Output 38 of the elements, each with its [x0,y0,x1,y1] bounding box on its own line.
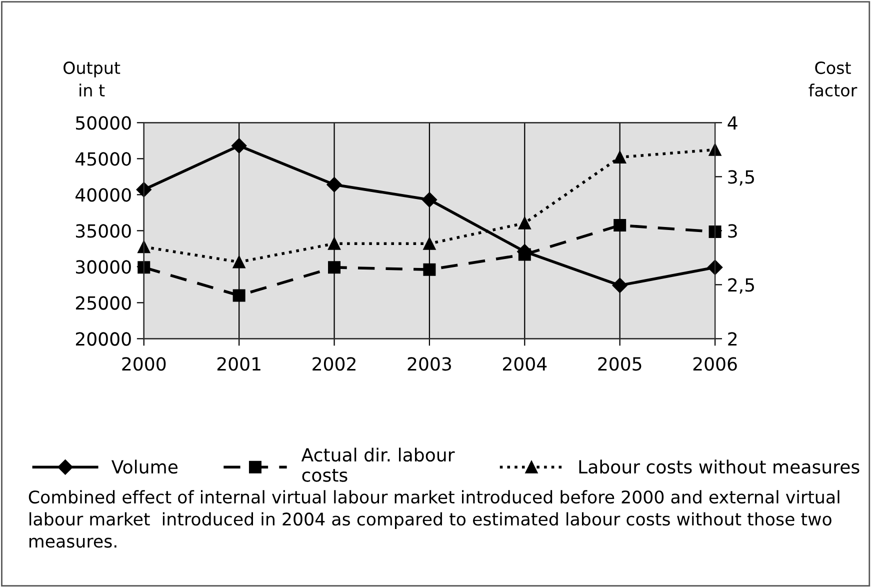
point [708,226,722,238]
point [422,192,438,208]
point [232,256,246,268]
x-tick-label: 2002 [312,357,356,371]
y2-axis-title: Cost factor [808,61,858,97]
text: Combined effect of internal virtual labour market introduced before 2000 and external virtual labour market introduced in 2004 as compared to estimated labour costs without those two measures. [28,490,840,548]
y-tick-label: 50000 [76,116,131,130]
x-tick-label: 2006 [693,357,737,371]
y2-tick-label: 2,5 [728,278,754,294]
x-tick-label: 2000 [122,357,166,371]
point [136,182,152,198]
point [232,138,247,154]
point [423,263,436,276]
x-tick-label: 2004 [503,357,547,371]
legend-label: Labour costs without measures [579,460,860,474]
point [708,143,722,156]
point [232,289,246,302]
y2-tick-label: 4 [728,116,738,130]
x-tick-label: 2005 [598,357,642,371]
y-tick-label: 25000 [76,296,131,310]
y-tick-label: 45000 [76,152,131,166]
y2-tick-label: 3,5 [728,170,754,186]
y-tick-label: 20000 [76,332,131,346]
point [423,237,436,250]
y2-tick-label: 3 [728,224,737,238]
x-tick-label: 2001 [217,357,260,371]
y2-tick-label: 2 [728,332,737,346]
point [612,278,628,293]
y-tick-label: 30000 [76,260,131,274]
point [518,216,531,230]
x-tick-label: 2003 [408,357,451,371]
y-axis-title: Output in t [64,61,120,96]
y-tick-label: 35000 [76,224,131,238]
point [326,177,342,192]
point [614,219,626,232]
legend-label: Actual dir. labour costs [301,448,455,482]
y-tick-label: 40000 [76,188,131,202]
legend-label: Volume [111,460,178,474]
